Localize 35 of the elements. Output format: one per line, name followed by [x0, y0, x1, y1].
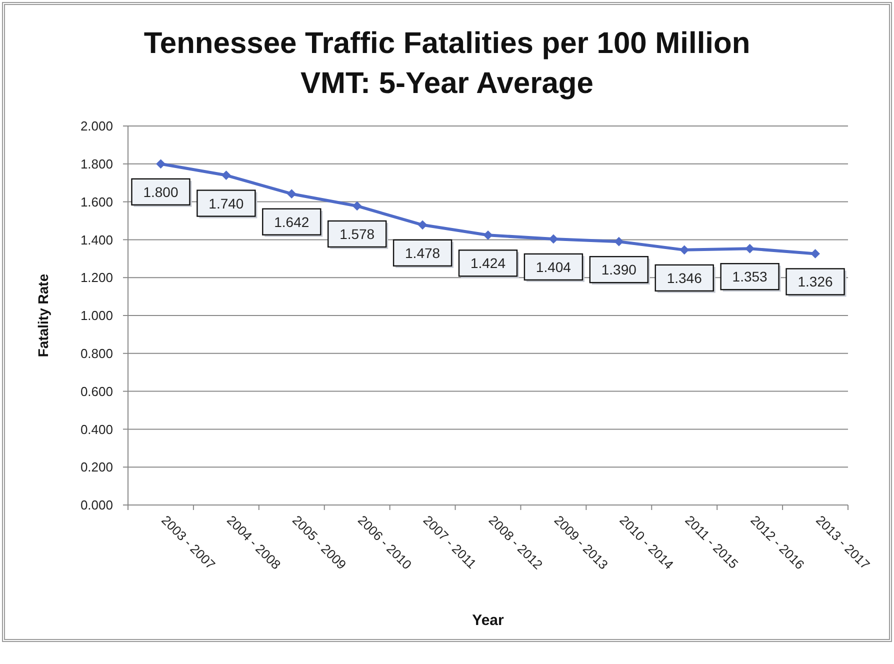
point — [548, 234, 558, 244]
point — [484, 230, 492, 240]
data-label: 1.390 — [601, 262, 637, 278]
y-tick-label: 1.800 — [80, 156, 113, 172]
y-tick-label: 2.000 — [80, 118, 113, 134]
point — [156, 159, 166, 168]
chart-title: Tennessee Traffic Fatalities per 100 Million VMT: 5-Year Average — [142, 26, 752, 102]
data-label: 1.642 — [274, 214, 310, 230]
y-tick-label: 0.000 — [80, 498, 113, 513]
point — [680, 245, 689, 254]
data-label: 1.424 — [470, 255, 506, 272]
point — [418, 220, 428, 230]
point — [745, 244, 754, 254]
data-label: 1.800 — [143, 184, 178, 200]
y-tick-label: 1.600 — [80, 194, 113, 210]
y-tick-label: 1.200 — [80, 270, 113, 286]
point — [222, 170, 231, 180]
data-label: 1.578 — [340, 226, 375, 242]
point — [287, 189, 296, 198]
y-tick-label: 0.600 — [80, 384, 113, 399]
data-label: 1.353 — [732, 268, 768, 285]
point — [352, 201, 362, 210]
y-tick-label: 0.200 — [80, 460, 113, 475]
y-tick-label: 1.000 — [80, 308, 113, 324]
data-label: 1.478 — [405, 244, 440, 261]
y-tick-label: 1.400 — [80, 232, 113, 248]
x-axis-title: Year — [472, 612, 504, 629]
y-tick-label: 0.800 — [80, 346, 113, 362]
point — [810, 249, 820, 258]
data-label: 1.326 — [798, 274, 833, 290]
data-label: 1.346 — [666, 270, 702, 286]
data-label: 1.740 — [208, 195, 244, 212]
y-axis-title: Fatality Rate — [35, 274, 51, 358]
y-tick-label: 0.400 — [80, 422, 113, 437]
data-label: 1.404 — [536, 258, 572, 275]
